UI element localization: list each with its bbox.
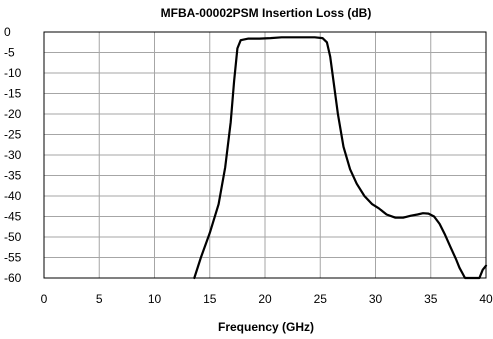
tick-labels: 0 5 10 15 20 25 30 35 40 0 -5 -10 -15 -20 -25 -30 -35 -40… [4, 25, 493, 306]
x-tick-label: 25 [314, 292, 328, 306]
grid-lines [43, 31, 487, 279]
x-tick-label: 5 [96, 292, 103, 306]
y-tick-label: -20 [4, 107, 22, 121]
y-tick-label: -55 [4, 251, 22, 265]
x-tick-label: 20 [258, 292, 272, 306]
y-tick-label: -35 [4, 169, 22, 183]
y-tick-label: -45 [4, 210, 22, 224]
y-tick-label: 0 [4, 25, 11, 39]
y-tick-label: -40 [4, 189, 22, 203]
chart-title: MFBA-00002PSM Insertion Loss (dB) [161, 6, 372, 20]
x-tick-label: 30 [369, 292, 383, 306]
y-tick-label: -5 [4, 46, 15, 60]
y-tick-label: -15 [4, 87, 22, 101]
y-tick-label: -25 [4, 128, 22, 142]
data-series [193, 36, 488, 280]
x-tick-label: 15 [203, 292, 217, 306]
y-tick-label: -10 [4, 66, 22, 80]
x-tick-label: 10 [148, 292, 162, 306]
x-tick-label: 35 [424, 292, 438, 306]
x-tick-label: 0 [41, 292, 48, 306]
insertion-loss-line [193, 36, 488, 280]
x-tick-label: 40 [479, 292, 493, 306]
y-tick-label: -50 [4, 230, 22, 244]
plot-area-border [43, 31, 487, 279]
y-tick-label: -60 [4, 271, 22, 285]
x-axis-label: Frequency (GHz) [218, 320, 314, 334]
y-tick-label: -30 [4, 148, 22, 162]
